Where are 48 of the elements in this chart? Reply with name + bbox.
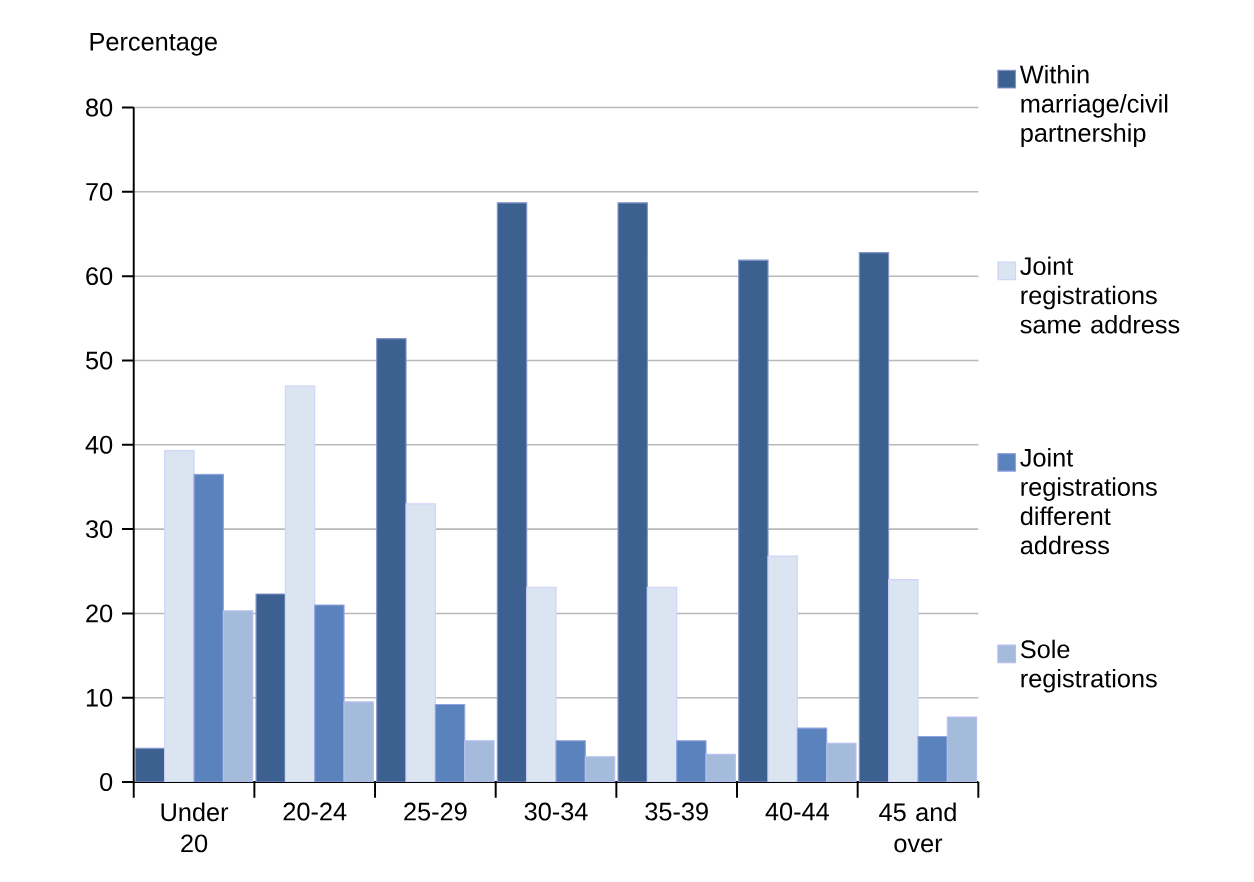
y-tick-label: 40	[85, 435, 113, 454]
y-axis-title: Percentage	[90, 33, 217, 56]
bar	[222, 610, 254, 783]
legend-label: Sole registrations	[1020, 639, 1157, 693]
bar	[796, 727, 828, 783]
bar	[584, 756, 616, 783]
bar	[738, 259, 769, 783]
y-tick-label: 60	[86, 267, 113, 286]
bar	[646, 586, 678, 783]
x-tick-label: 30-34	[524, 802, 588, 821]
bar	[676, 740, 707, 783]
bar	[496, 202, 528, 783]
x-tick-label: 35-39	[645, 802, 708, 821]
y-tick-label: 80	[86, 98, 113, 117]
x-tick-label: Under 20	[161, 802, 229, 853]
y-tick-label: 70	[86, 183, 113, 201]
x-tick-label: 45 and over	[879, 802, 956, 853]
bar	[314, 604, 345, 783]
bar	[526, 586, 557, 783]
bar	[888, 579, 919, 783]
y-tick-label: 30	[85, 520, 113, 539]
bar	[917, 736, 948, 783]
bar	[464, 740, 495, 783]
bar	[826, 742, 857, 783]
legend-label: Joint registrations same address	[1020, 256, 1180, 334]
bar	[376, 338, 407, 783]
y-tick-label: 20	[86, 604, 113, 623]
y-tick-label: 50	[86, 351, 113, 370]
x-tick-label: 40-44	[765, 802, 829, 821]
bar	[434, 704, 466, 783]
bar	[767, 555, 798, 783]
y-tick-label: 0	[100, 773, 113, 792]
bar	[858, 252, 890, 783]
legend-label: Within marriage/civil partnership	[1019, 65, 1168, 148]
bar	[134, 747, 166, 783]
bar	[255, 593, 286, 783]
bar	[164, 450, 195, 783]
bar	[193, 473, 224, 783]
bar	[617, 202, 648, 783]
bar	[284, 385, 316, 783]
x-tick-label: 20-24	[283, 802, 347, 821]
bar	[555, 740, 586, 783]
bar	[946, 716, 978, 783]
bar	[405, 503, 436, 783]
legend-label: Joint registrations different address	[1020, 448, 1157, 555]
bar	[343, 701, 374, 783]
y-tick-label: 10	[86, 688, 113, 707]
x-tick-label: 25-29	[404, 802, 467, 821]
